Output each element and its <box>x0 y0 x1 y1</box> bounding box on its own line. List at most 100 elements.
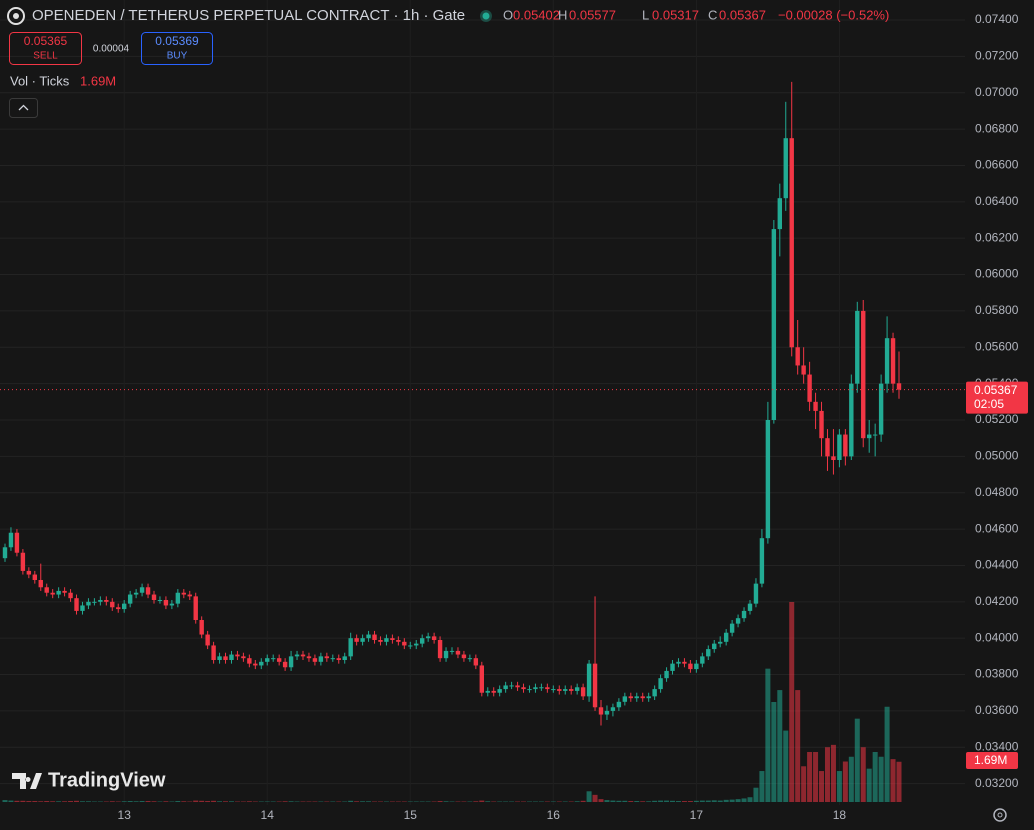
collapse-icon <box>18 104 29 111</box>
candle-body <box>169 603 175 606</box>
y-tick-label: 0.07400 <box>975 12 1019 26</box>
candle-body <box>735 618 741 624</box>
candle-body <box>831 456 836 460</box>
volume-bar <box>127 801 133 802</box>
candle-body <box>527 689 532 691</box>
buy-price: 0.05369 <box>155 34 199 48</box>
volume-bar <box>205 801 211 802</box>
volume-bar <box>735 799 741 802</box>
volume-bar <box>813 752 819 802</box>
candle-body <box>62 590 67 593</box>
candle-body <box>348 638 353 657</box>
y-tick-label: 0.06600 <box>975 158 1019 172</box>
y-tick-label: 0.04600 <box>975 521 1019 535</box>
volume-bar <box>20 800 26 802</box>
volume-bar <box>62 801 68 802</box>
candle-body <box>217 656 222 660</box>
candle-body <box>199 620 204 635</box>
candle-body <box>765 420 771 539</box>
volume-bar <box>193 800 199 802</box>
candle-body <box>282 661 288 668</box>
y-tick-label: 0.03200 <box>975 776 1019 790</box>
candle-body <box>610 707 616 711</box>
candle-body <box>723 632 729 642</box>
legend-label: H <box>558 7 567 22</box>
volume-bar <box>443 801 449 802</box>
y-tick-label: 0.05600 <box>975 339 1019 353</box>
symbol-logo <box>7 7 25 25</box>
chart-title: OPENEDEN / TETHERUS PERPETUAL CONTRACT ·… <box>32 7 465 24</box>
candle-body <box>390 638 395 640</box>
candle-body <box>324 656 330 659</box>
candle-body <box>586 663 592 697</box>
volume-bar <box>56 801 62 802</box>
candle-body <box>312 658 318 662</box>
y-tick-label: 0.05000 <box>975 449 1019 463</box>
candle-body <box>652 689 657 697</box>
volume-bar <box>288 801 294 802</box>
candle-body <box>694 663 699 670</box>
volume-bar <box>652 800 658 802</box>
candle-body <box>408 645 413 647</box>
candle-body <box>68 592 73 599</box>
candle-body <box>485 690 490 693</box>
candle-body <box>157 600 163 601</box>
candle-body <box>92 601 97 603</box>
buy-button[interactable] <box>141 32 213 65</box>
volume-bar <box>765 668 771 802</box>
volume-bar <box>38 801 44 802</box>
candle-body <box>837 434 842 460</box>
candle-body <box>449 650 455 652</box>
settings-icon[interactable] <box>993 808 1007 822</box>
legend-value: 0.05577 <box>569 7 616 22</box>
candle-body <box>366 634 371 639</box>
volume-bar <box>223 801 229 802</box>
volume-bar <box>74 800 80 802</box>
price-tag <box>966 381 1028 414</box>
candle-body <box>223 656 228 660</box>
candle-body <box>867 434 872 439</box>
candle-body <box>646 696 651 699</box>
volume-bar <box>687 801 693 802</box>
volume-bar <box>228 801 234 802</box>
candle-body <box>229 654 234 660</box>
volume-bar <box>711 800 717 802</box>
candle-body <box>127 594 133 604</box>
volume-bar <box>747 797 753 802</box>
candle-body <box>86 601 91 606</box>
volume-tag <box>966 752 1018 769</box>
collapse-button[interactable] <box>9 98 38 118</box>
candle-body <box>259 661 264 666</box>
candle-body <box>682 661 687 664</box>
volume-bar <box>807 752 813 802</box>
candle-body <box>211 645 216 660</box>
volume-bar <box>44 801 50 802</box>
candle-body <box>491 690 496 693</box>
candle-body <box>783 138 788 199</box>
x-tick-label: 13 <box>118 808 132 822</box>
y-tick-label: 0.06000 <box>975 267 1019 281</box>
volume-bar <box>658 800 664 802</box>
sell-price: 0.05365 <box>24 34 68 48</box>
candle-body <box>515 685 520 688</box>
volume-bar <box>121 801 127 802</box>
candle-body <box>503 685 508 690</box>
y-tick-label: 0.05800 <box>975 303 1019 317</box>
candle-body <box>616 701 622 708</box>
candle-body <box>396 640 401 642</box>
volume-name: Vol · Ticks <box>10 73 70 88</box>
candle-body <box>26 570 32 575</box>
legend-label: O <box>503 7 513 22</box>
candle-body <box>747 603 753 611</box>
candle-body <box>479 665 484 693</box>
volume-bar <box>896 761 902 802</box>
candle-body <box>557 689 562 691</box>
candle-body <box>753 583 759 604</box>
volume-bar <box>109 801 115 802</box>
volume-bar <box>717 800 723 802</box>
candle-body <box>658 678 663 690</box>
candle-body <box>622 696 628 702</box>
candle-body <box>455 650 461 655</box>
sell-button[interactable] <box>9 32 82 65</box>
volume-bar <box>854 718 860 802</box>
